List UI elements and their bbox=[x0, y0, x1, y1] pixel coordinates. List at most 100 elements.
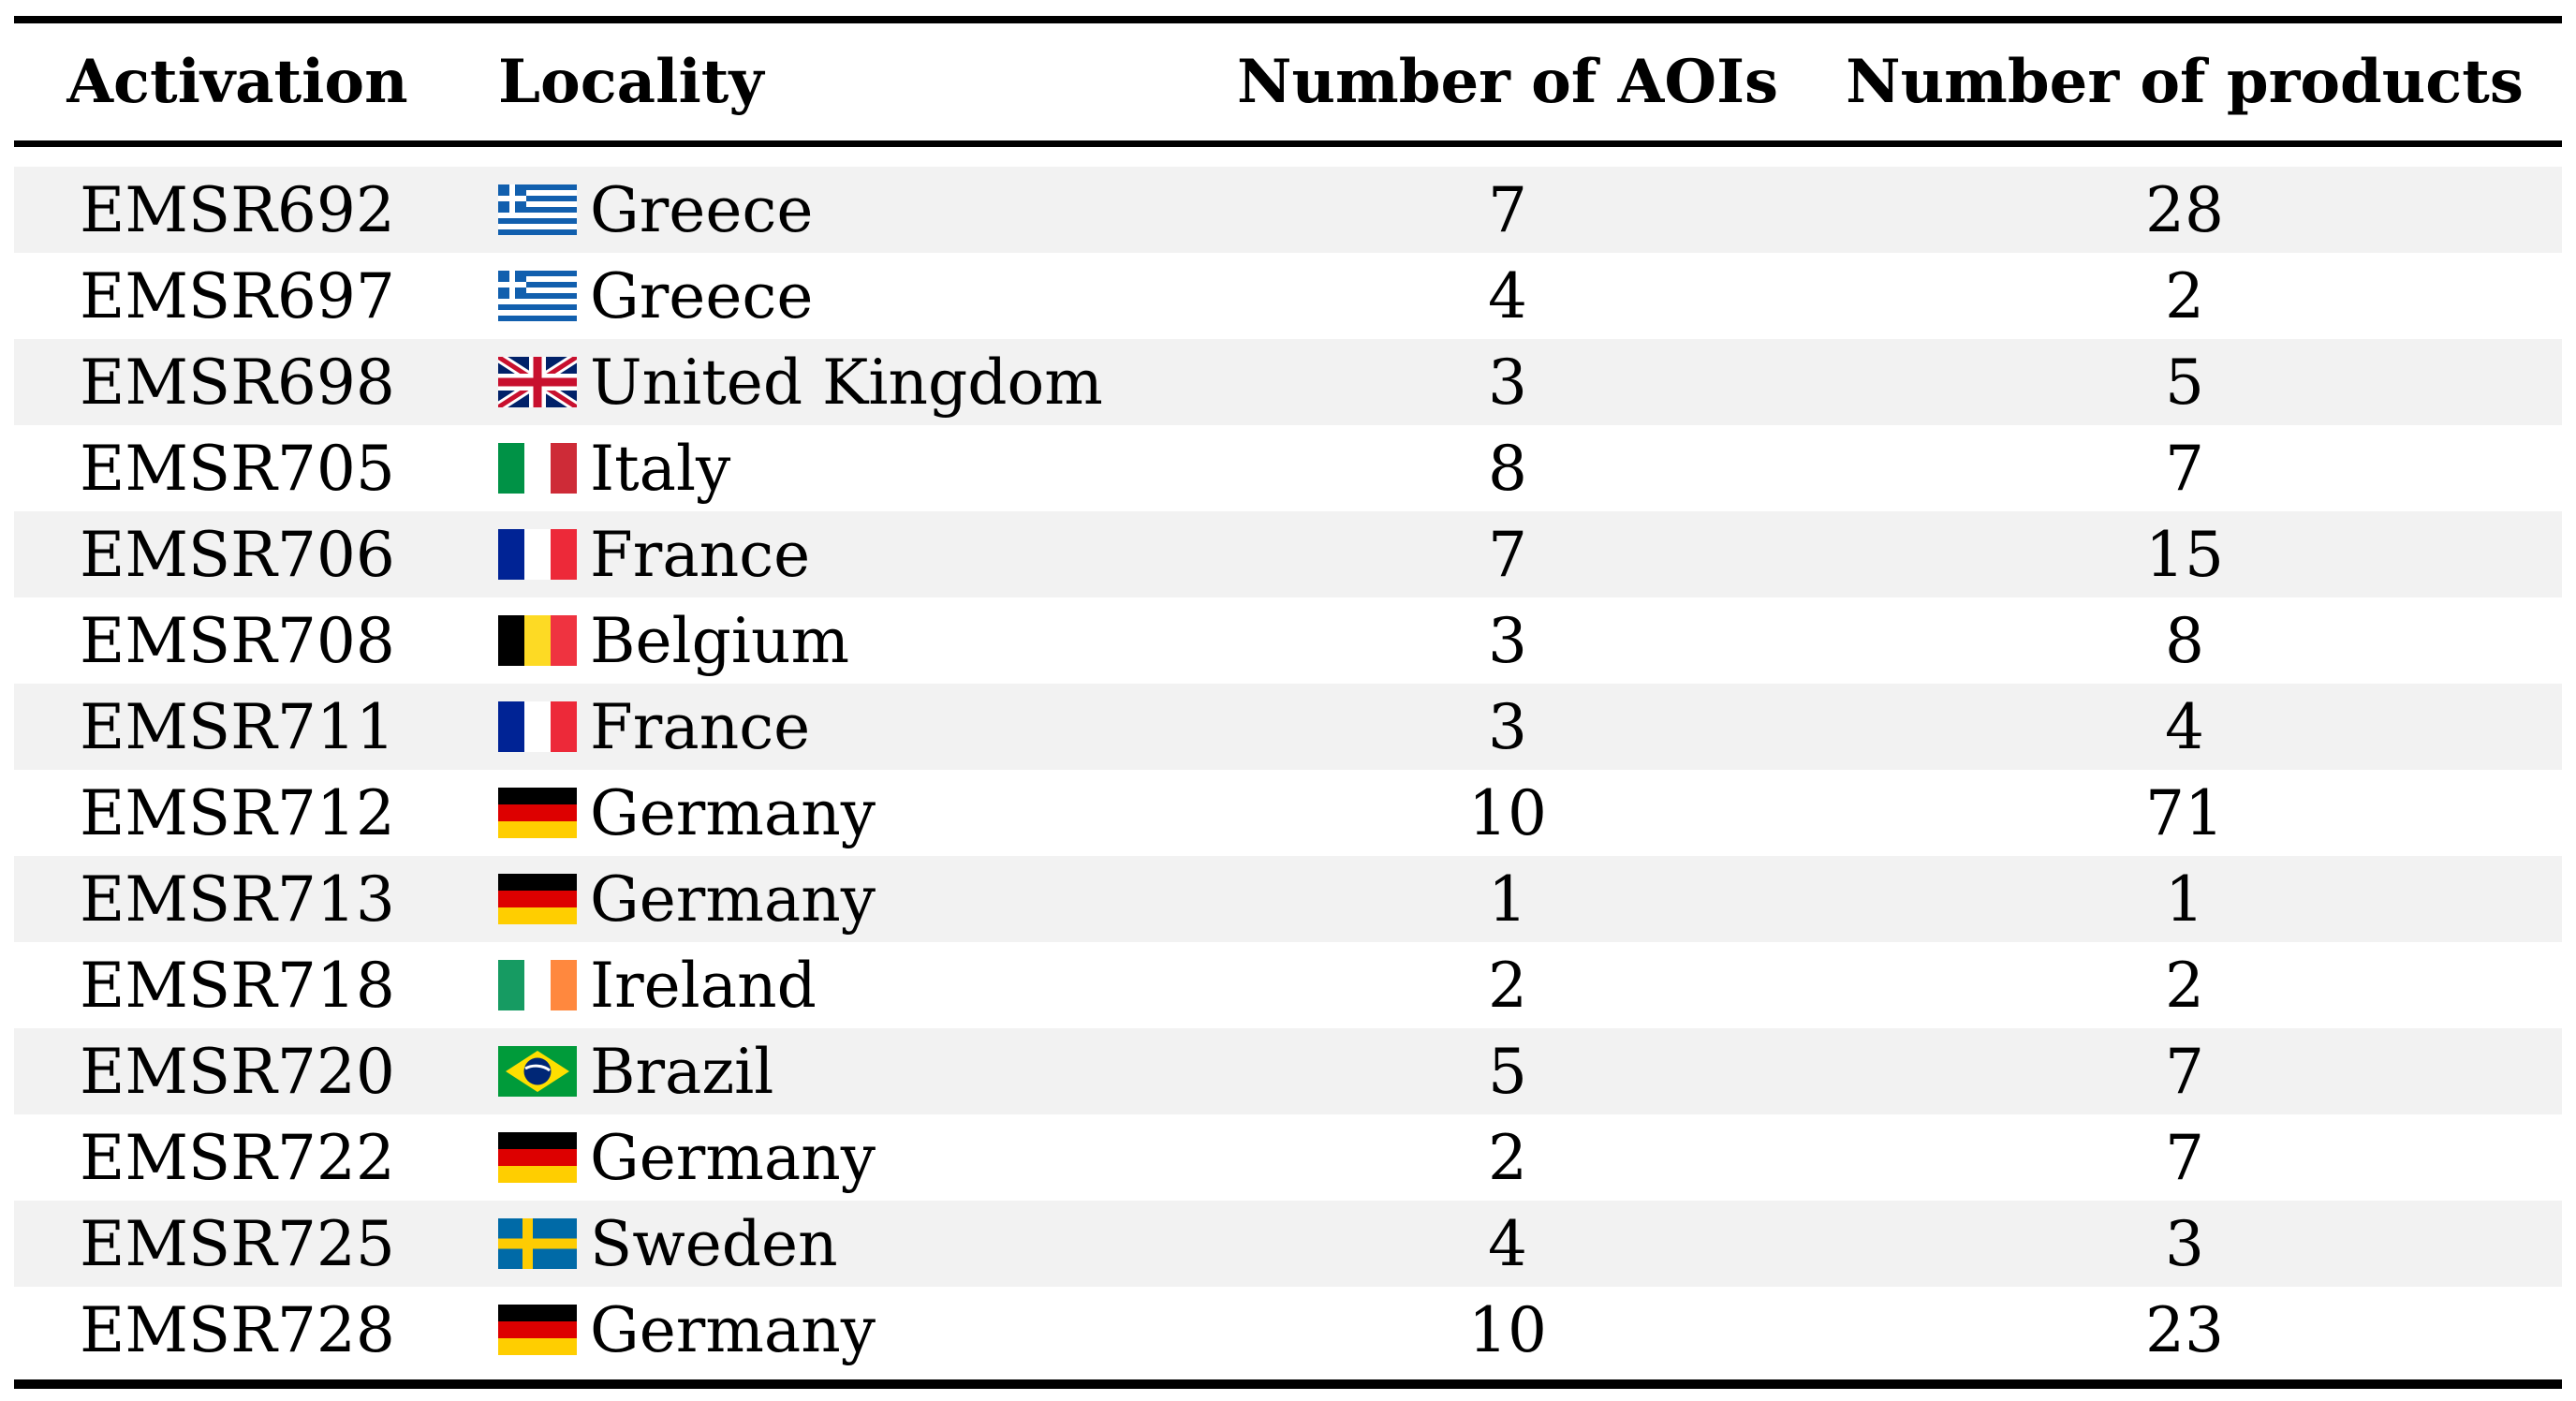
country-label: Germany bbox=[590, 776, 876, 849]
flag-germany-icon bbox=[498, 1305, 577, 1355]
flag-brazil-icon bbox=[498, 1046, 577, 1097]
products-count-cell: 28 bbox=[2145, 173, 2224, 246]
aois-count-cell: 4 bbox=[1488, 1207, 1527, 1280]
table-row: EMSR712 Germany 10 71 bbox=[14, 770, 2562, 856]
products-count-cell: 7 bbox=[2165, 432, 2204, 505]
column-header-number-of-products: Number of products bbox=[1807, 23, 2562, 140]
table-row: EMSR692 Greece 7 28 bbox=[14, 167, 2562, 253]
aois-count-cell: 3 bbox=[1488, 690, 1527, 763]
header-gap bbox=[14, 147, 2562, 167]
locality-cell: France bbox=[461, 684, 1208, 770]
flag-greece-icon bbox=[498, 184, 577, 235]
products-count-cell: 2 bbox=[2165, 949, 2204, 1022]
footer-gap bbox=[14, 1373, 2562, 1379]
aois-count-cell: 7 bbox=[1488, 173, 1527, 246]
locality-cell: Greece bbox=[461, 253, 1208, 339]
activation-cell: EMSR712 bbox=[80, 776, 395, 849]
country-label: Greece bbox=[590, 259, 814, 332]
flag-germany-icon bbox=[498, 874, 577, 924]
products-count-cell: 4 bbox=[2165, 690, 2204, 763]
aois-count-cell: 2 bbox=[1488, 949, 1527, 1022]
products-count-cell: 1 bbox=[2165, 863, 2204, 936]
products-count-cell: 5 bbox=[2165, 346, 2204, 419]
flag-germany-icon bbox=[498, 1132, 577, 1183]
locality-cell: Sweden bbox=[461, 1201, 1208, 1287]
activation-cell: EMSR713 bbox=[80, 863, 395, 936]
products-count-cell: 15 bbox=[2145, 518, 2224, 591]
locality-cell: Italy bbox=[461, 425, 1208, 511]
country-label: Greece bbox=[590, 173, 814, 246]
country-label: Sweden bbox=[590, 1207, 838, 1280]
activation-cell: EMSR728 bbox=[80, 1293, 395, 1366]
activation-cell: EMSR705 bbox=[80, 432, 395, 505]
table-row: EMSR706 France 7 15 bbox=[14, 511, 2562, 597]
country-label: Belgium bbox=[590, 604, 850, 677]
country-label: Germany bbox=[590, 1293, 876, 1366]
country-label: Germany bbox=[590, 863, 876, 936]
aois-count-cell: 10 bbox=[1468, 776, 1547, 849]
locality-cell: Germany bbox=[461, 1114, 1208, 1201]
country-label: United Kingdom bbox=[590, 346, 1103, 419]
aois-count-cell: 7 bbox=[1488, 518, 1527, 591]
flag-sweden-icon bbox=[498, 1218, 577, 1269]
locality-cell: United Kingdom bbox=[461, 339, 1208, 425]
flag-united-kingdom-icon bbox=[498, 357, 577, 407]
products-count-cell: 23 bbox=[2145, 1293, 2224, 1366]
products-count-cell: 2 bbox=[2165, 259, 2204, 332]
activation-cell: EMSR692 bbox=[80, 173, 395, 246]
activation-cell: EMSR708 bbox=[80, 604, 395, 677]
aois-count-cell: 4 bbox=[1488, 259, 1527, 332]
table-row: EMSR713 Germany 1 1 bbox=[14, 856, 2562, 942]
products-count-cell: 3 bbox=[2165, 1207, 2204, 1280]
table-row: EMSR722 Germany 2 7 bbox=[14, 1114, 2562, 1201]
locality-cell: Germany bbox=[461, 770, 1208, 856]
locality-cell: France bbox=[461, 511, 1208, 597]
aois-count-cell: 3 bbox=[1488, 346, 1527, 419]
products-count-cell: 8 bbox=[2165, 604, 2204, 677]
locality-cell: Greece bbox=[461, 167, 1208, 253]
table-row: EMSR711 France 3 4 bbox=[14, 684, 2562, 770]
activation-cell: EMSR722 bbox=[80, 1121, 395, 1194]
products-count-cell: 7 bbox=[2165, 1035, 2204, 1108]
column-header-number-of-aois: Number of AOIs bbox=[1208, 23, 1807, 140]
table-header: Activation Locality Number of AOIs Numbe… bbox=[14, 23, 2562, 167]
table-row: EMSR705 Italy 8 7 bbox=[14, 425, 2562, 511]
flag-france-icon bbox=[498, 701, 577, 752]
country-label: Ireland bbox=[590, 949, 817, 1022]
table-row: EMSR708 Belgium 3 8 bbox=[14, 597, 2562, 684]
flag-italy-icon bbox=[498, 443, 577, 494]
flag-greece-icon bbox=[498, 271, 577, 321]
table-row: EMSR698 United Kingdom 3 5 bbox=[14, 339, 2562, 425]
locality-cell: Brazil bbox=[461, 1028, 1208, 1114]
flag-ireland-icon bbox=[498, 960, 577, 1010]
column-header-locality: Locality bbox=[461, 23, 1208, 140]
activation-cell: EMSR718 bbox=[80, 949, 395, 1022]
country-label: Germany bbox=[590, 1121, 876, 1194]
country-label: Brazil bbox=[590, 1035, 774, 1108]
activation-cell: EMSR711 bbox=[80, 690, 395, 763]
flag-germany-icon bbox=[498, 788, 577, 838]
activation-cell: EMSR720 bbox=[80, 1035, 395, 1108]
column-header-activation: Activation bbox=[14, 23, 461, 140]
flag-belgium-icon bbox=[498, 615, 577, 666]
activation-cell: EMSR725 bbox=[80, 1207, 395, 1280]
country-label: France bbox=[590, 518, 811, 591]
aois-count-cell: 8 bbox=[1488, 432, 1527, 505]
bottom-rule bbox=[14, 1379, 2562, 1389]
activation-cell: EMSR706 bbox=[80, 518, 395, 591]
locality-cell: Ireland bbox=[461, 942, 1208, 1028]
table-body: EMSR692 Greece 7 28 EMSR697 Greece 4 2 E… bbox=[14, 167, 2562, 1373]
table-row: EMSR697 Greece 4 2 bbox=[14, 253, 2562, 339]
table-row: EMSR718 Ireland 2 2 bbox=[14, 942, 2562, 1028]
locality-cell: Germany bbox=[461, 1287, 1208, 1373]
aois-count-cell: 1 bbox=[1488, 863, 1527, 936]
locality-cell: Belgium bbox=[461, 597, 1208, 684]
country-label: France bbox=[590, 690, 811, 763]
aois-count-cell: 5 bbox=[1488, 1035, 1527, 1108]
table-row: EMSR725 Sweden 4 3 bbox=[14, 1201, 2562, 1287]
top-rule bbox=[14, 16, 2562, 23]
aois-count-cell: 2 bbox=[1488, 1121, 1527, 1194]
header-row: Activation Locality Number of AOIs Numbe… bbox=[14, 23, 2562, 140]
country-label: Italy bbox=[590, 432, 731, 505]
